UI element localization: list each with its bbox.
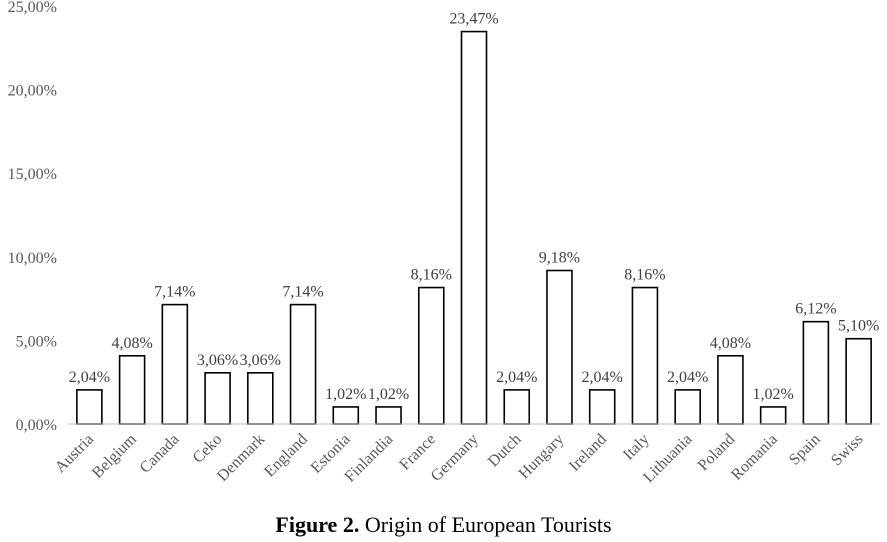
x-tick-label: Germany bbox=[428, 431, 482, 485]
data-label: 3,06% bbox=[240, 352, 281, 369]
data-label: 6,12% bbox=[795, 301, 836, 318]
y-tick-label: 5,00% bbox=[16, 333, 57, 350]
bar bbox=[332, 406, 360, 425]
bar bbox=[375, 406, 402, 425]
caption-text: Origin of European Tourists bbox=[359, 512, 612, 537]
data-label: 8,16% bbox=[411, 267, 452, 284]
x-tick-label: Canada bbox=[137, 431, 183, 477]
data-label: 4,08% bbox=[710, 335, 751, 352]
x-tick-label: Denmark bbox=[214, 431, 268, 485]
data-label: 2,04% bbox=[69, 369, 110, 386]
x-tick-label: Belgium bbox=[89, 430, 140, 481]
x-tick-label: Hungary bbox=[516, 431, 568, 483]
data-label: 2,04% bbox=[667, 369, 708, 386]
y-tick-label: 20,00% bbox=[8, 83, 57, 100]
data-label: 3,06% bbox=[197, 352, 238, 369]
data-label: 7,14% bbox=[154, 284, 195, 301]
data-label: 1,02% bbox=[325, 386, 366, 403]
x-tick-label: Ceko bbox=[189, 431, 225, 467]
data-label: 1,02% bbox=[752, 386, 793, 403]
bar bbox=[247, 372, 274, 425]
y-tick-label: 15,00% bbox=[8, 166, 57, 183]
bar bbox=[503, 389, 531, 425]
data-label: 7,14% bbox=[282, 284, 323, 301]
bar bbox=[845, 337, 872, 425]
data-label: 9,18% bbox=[539, 250, 580, 267]
bar bbox=[631, 286, 659, 425]
bar-chart: 0,00% 5,00% 10,00% 15,00% 20,00% 25,00% 2,04%… bbox=[8, 0, 880, 486]
bar bbox=[759, 406, 787, 425]
x-tick-label: Italy bbox=[620, 431, 653, 464]
data-label: 2,04% bbox=[496, 369, 537, 386]
y-axis: 0,00% 5,00% 10,00% 15,00% 20,00% 25,00% bbox=[8, 0, 57, 434]
data-label: 23,47% bbox=[449, 11, 498, 28]
bar bbox=[674, 389, 701, 425]
bar bbox=[118, 354, 146, 425]
x-tick-label: Spain bbox=[786, 431, 824, 469]
data-label: 4,08% bbox=[111, 335, 152, 352]
data-label: 2,04% bbox=[582, 369, 623, 386]
bar bbox=[204, 372, 231, 425]
bars: 2,04%4,08%7,14%3,06% 3,06%7,14%1,02% 1,02%… bbox=[69, 11, 879, 425]
x-tick-label: Dutch bbox=[485, 431, 525, 471]
bar bbox=[460, 30, 488, 425]
bar bbox=[717, 354, 744, 425]
x-tick-label: Ireland bbox=[566, 431, 610, 475]
figure-caption: Figure 2. Origin of European Tourists bbox=[0, 512, 887, 538]
bar bbox=[417, 286, 445, 425]
y-tick-label: 0,00% bbox=[16, 417, 57, 434]
data-label: 5,10% bbox=[838, 318, 879, 335]
y-tick-label: 25,00% bbox=[8, 0, 57, 16]
bar bbox=[289, 303, 317, 425]
bar bbox=[546, 269, 573, 425]
bar bbox=[802, 320, 830, 425]
data-label: 8,16% bbox=[624, 267, 665, 284]
y-tick-label: 10,00% bbox=[8, 250, 57, 267]
caption-label: Figure 2. bbox=[275, 512, 360, 537]
bar bbox=[76, 389, 103, 425]
x-tick-label: Romania bbox=[728, 431, 781, 484]
x-tick-label: England bbox=[261, 431, 311, 481]
data-label: 1,02% bbox=[368, 386, 409, 403]
x-tick-label: Swiss bbox=[828, 431, 866, 469]
bar bbox=[161, 303, 189, 425]
bar bbox=[588, 389, 616, 425]
